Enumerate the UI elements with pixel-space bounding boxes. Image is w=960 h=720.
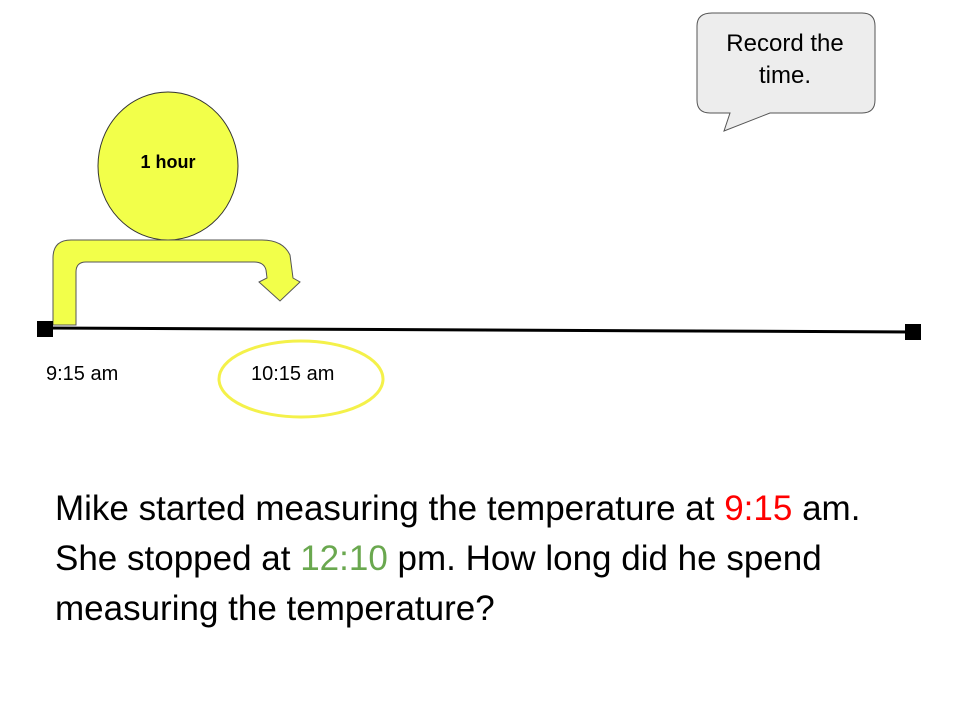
word-problem: Mike started measuring the temperature a… — [55, 484, 905, 634]
highlight-ellipse — [217, 339, 385, 419]
start-time-label: 9:15 am — [46, 363, 119, 385]
jump-arrow — [52, 239, 301, 326]
problem-text-1: Mike started measuring the temperature a… — [55, 489, 725, 528]
problem-start-time: 9:15 — [724, 489, 793, 528]
number-line-start-point — [37, 321, 53, 337]
callout-text: Record the time. — [726, 30, 844, 89]
problem-text-2: am. She stopped at — [55, 489, 861, 578]
next-time-label: 10:15 am — [251, 363, 335, 385]
number-line-end-point — [905, 324, 921, 340]
hour-label: 1 hour — [140, 152, 196, 172]
problem-text-3: pm. How long did he spend measuring the … — [55, 539, 822, 628]
problem-end-time: 12:10 — [300, 539, 388, 578]
number-line — [44, 326, 914, 334]
speech-bubble — [696, 12, 876, 132]
